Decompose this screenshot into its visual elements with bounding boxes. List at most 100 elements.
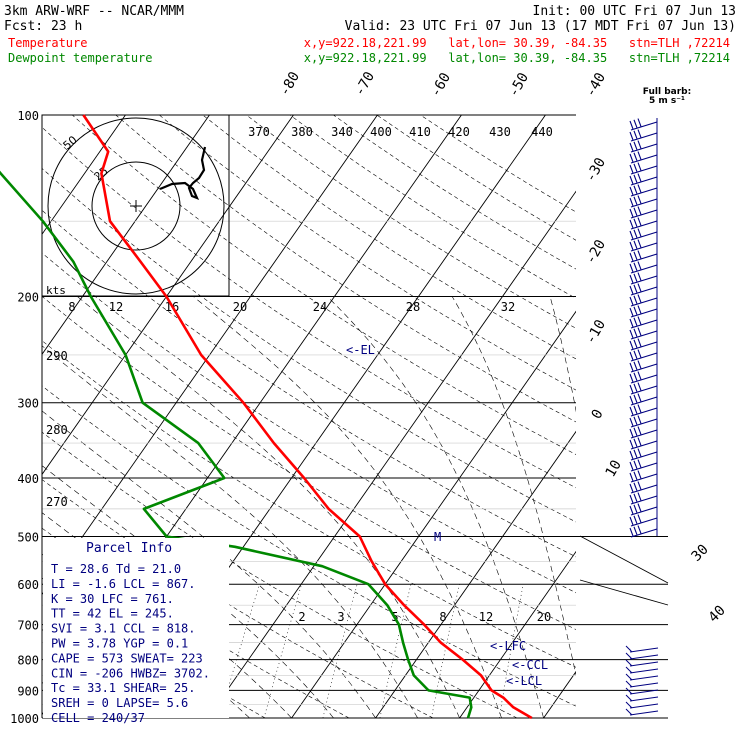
mixing-ratio-label: 2 — [298, 610, 305, 624]
theta-label: 440 — [531, 125, 553, 139]
wind-barb — [629, 283, 658, 296]
isotherm-line — [207, 190, 576, 718]
pressure-tick-label: 200 — [17, 291, 39, 305]
moist-adiabat-line — [42, 410, 376, 718]
wind-barb — [629, 360, 658, 373]
wind-barb — [629, 316, 658, 329]
wind-barb — [629, 129, 658, 142]
theta-label: 370 — [248, 125, 270, 139]
isotherm-label: 40 — [706, 603, 729, 626]
parcel-info-row: TT = 42 EL = 245. — [51, 607, 174, 621]
mixing-ratio-line — [263, 584, 302, 718]
hodograph-speed-label: 12 — [109, 300, 123, 314]
dry-adiabat-line — [289, 115, 576, 299]
left-theta-label: 280 — [46, 423, 68, 437]
isotherm-line — [291, 310, 576, 718]
wind-barb — [629, 492, 658, 505]
wind-barb — [629, 470, 658, 483]
el-marker: <-EL — [346, 343, 375, 357]
parcel-info-background — [43, 538, 229, 718]
dry-adiabat-line — [333, 115, 576, 270]
wind-barb — [629, 239, 658, 252]
wind-barb — [629, 393, 658, 406]
wind-barb — [625, 687, 659, 695]
left-theta-label: 270 — [46, 495, 68, 509]
temperature-location-info: x,y=922.18,221.99 lat,lon= 30.39, -84.35… — [304, 36, 730, 50]
parcel-info-box: Parcel Info T = 28.6 Td = 21.0LI = -1.6 … — [43, 538, 229, 725]
parcel-info-row: SREH = 0 LAPSE= 5.6 — [51, 696, 188, 710]
parcel-info-row: CIN = -206 HWBZ= 3702. — [51, 666, 210, 680]
lcl-marker: <-LCL — [506, 674, 542, 688]
wind-barb — [629, 250, 658, 263]
pressure-tick-label: 300 — [17, 397, 39, 411]
mixing-ratio-label: 3 — [337, 610, 344, 624]
hodograph-speed-label: 8 — [68, 300, 75, 314]
parcel-info-row: CELL = 240/37 — [51, 711, 145, 725]
isotherm-line — [712, 115, 740, 718]
corner-diagonal — [579, 579, 669, 606]
hodograph-speed-label: 20 — [233, 300, 247, 314]
ccl-marker: <-CCL — [512, 658, 548, 672]
wind-barb — [629, 426, 658, 439]
hodograph-speed-label: 32 — [501, 300, 515, 314]
parcel-info-row: K = 30 LFC = 761. — [51, 592, 174, 606]
dry-adiabat-line — [246, 115, 576, 329]
left-theta-label: 290 — [46, 349, 68, 363]
wind-barbs — [579, 118, 669, 716]
wind-barb — [629, 404, 658, 417]
wind-barb — [625, 666, 659, 674]
wind-barb — [629, 349, 658, 362]
wind-barb — [625, 652, 659, 660]
isotherm-line — [459, 550, 576, 718]
parcel-info-row: T = 28.6 Td = 21.0 — [51, 562, 181, 576]
wind-barb — [629, 294, 658, 307]
isotherm-label: -30 — [583, 155, 610, 185]
wind-barb — [629, 184, 658, 197]
isotherm-label: -50 — [506, 70, 533, 100]
wind-barb — [629, 305, 658, 318]
wind-barb — [625, 659, 659, 667]
parcel-info-row: PW = 3.78 YGP = 0.1 — [51, 637, 188, 651]
theta-label: 340 — [331, 125, 353, 139]
theta-label: 410 — [409, 125, 431, 139]
hodograph: 25 50 kts — [41, 114, 230, 297]
wind-barb — [629, 206, 658, 219]
pressure-tick-label: 600 — [17, 578, 39, 592]
mixing-ratio-line — [431, 584, 460, 718]
isotherm-label: 10 — [603, 457, 625, 480]
isotherm-label: -60 — [428, 70, 455, 100]
wind-barb — [629, 481, 658, 494]
theta-label: 430 — [489, 125, 511, 139]
wind-barb — [629, 415, 658, 428]
init-time: Init: 00 UTC Fri 07 Jun 13 — [533, 4, 737, 19]
hodograph-kts-label: kts — [46, 284, 66, 297]
wind-barb — [629, 195, 658, 208]
pressure-tick-label: 1000 — [10, 712, 39, 726]
wind-barb — [629, 162, 658, 175]
hodograph-trace — [159, 146, 207, 201]
wind-barb — [629, 503, 658, 516]
wind-barb — [625, 673, 659, 681]
mixing-ratio-line — [379, 584, 412, 718]
wind-barb — [629, 118, 658, 131]
wind-barb — [629, 525, 658, 538]
valid-time: Valid: 23 UTC Fri 07 Jun 13 (17 MDT Fri … — [345, 19, 736, 34]
wind-barb — [629, 514, 658, 527]
pressure-tick-label: 500 — [17, 530, 39, 544]
wind-barb — [625, 701, 659, 709]
isotherm-label: -20 — [583, 237, 610, 267]
wind-barb — [629, 437, 658, 450]
isotherm-label: -80 — [277, 69, 304, 99]
pressure-tick-label: 100 — [17, 109, 39, 123]
wind-barb — [625, 694, 659, 702]
wind-barb — [625, 645, 659, 653]
theta-label: 380 — [291, 125, 313, 139]
wind-barb — [625, 680, 659, 688]
hodograph-ring-inner — [91, 161, 181, 251]
pressure-tick-label: 900 — [17, 684, 39, 698]
isotherm-line — [42, 115, 210, 356]
isotherm-line — [42, 115, 126, 236]
mixing-ratio-label: 8 — [439, 610, 446, 624]
wind-barb — [629, 448, 658, 461]
pressure-tick-label: 800 — [17, 654, 39, 668]
